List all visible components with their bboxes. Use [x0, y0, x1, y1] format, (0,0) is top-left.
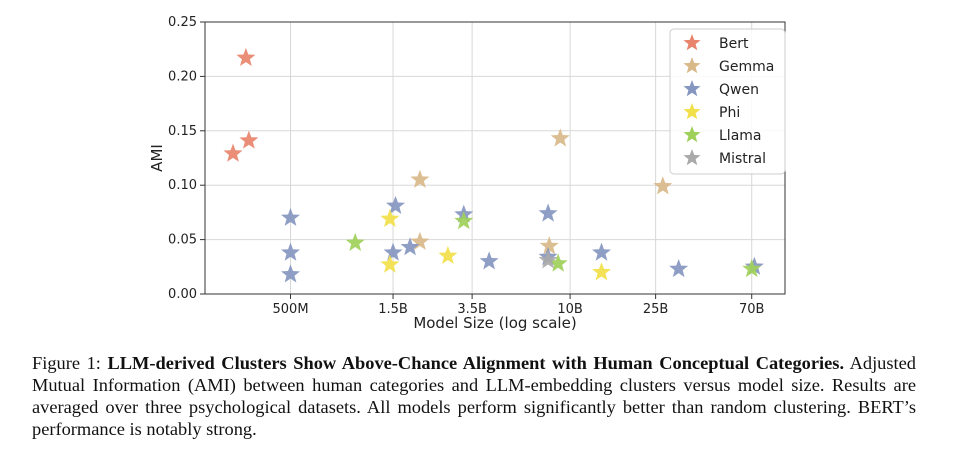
legend-marker-mistral [683, 149, 701, 166]
gemma-point [653, 176, 673, 195]
y-tick-label: 0.00 [168, 287, 197, 302]
qwen-point [592, 242, 612, 261]
qwen-point [281, 242, 301, 261]
y-axis-label: AMI [148, 144, 166, 172]
ami-scatter-chart: 0.00 0.05 0.10 0.15 0.20 0.25 500M 1.5B 3.5B 10B… [148, 15, 786, 332]
y-tick-label: 0.10 [168, 178, 197, 193]
qwen-point [400, 237, 420, 256]
x-tick-label: 10B [557, 302, 582, 317]
qwen-point [385, 195, 406, 214]
x-tick-label: 500M [273, 302, 309, 317]
legend: Bert Gemma Qwen Phi Llama Mistral [669, 28, 786, 175]
legend-marker-llama [683, 126, 701, 143]
phi-point [438, 245, 458, 265]
qwen-point [281, 207, 301, 226]
legend-label-bert: Bert [719, 36, 749, 52]
legend-label-phi: Phi [719, 105, 740, 121]
y-tick-label: 0.25 [168, 15, 197, 30]
caption-prefix: Figure 1: [32, 353, 108, 373]
legend-label-qwen: Qwen [719, 82, 759, 98]
caption-body: Adjusted Mutual Information (AMI) betwee… [32, 353, 917, 439]
gemma-point [539, 236, 559, 255]
caption-title: LLM-derived Clusters Show Above-Chance A… [107, 353, 845, 373]
llama-point [742, 258, 762, 278]
bert-point [239, 130, 259, 149]
qwen-point [538, 203, 558, 222]
qwen-point [383, 242, 403, 261]
legend-marker-qwen [683, 80, 701, 97]
x-tick-label: 25B [643, 302, 668, 317]
qwen-point [669, 258, 689, 278]
x-tick-label: 1.5B [378, 302, 408, 317]
x-axis-ticks: 500M 1.5B 3.5B 10B 25B 70B [273, 294, 764, 317]
llama-point [454, 211, 474, 230]
gemma-point [550, 128, 570, 147]
phi-point [380, 254, 400, 273]
llama-point [548, 253, 568, 272]
legend-marker-bert [683, 34, 701, 51]
legend-marker-gemma [683, 57, 701, 74]
legend-box [669, 28, 786, 175]
llama-point [345, 232, 365, 251]
x-tick-label: 3.5B [457, 302, 487, 317]
legend-marker-phi [683, 103, 701, 120]
y-tick-label: 0.20 [168, 69, 197, 84]
legend-label-mistral: Mistral [719, 151, 766, 167]
figure-caption: Figure 1: LLM-derived Clusters Show Abov… [32, 352, 916, 440]
bert-point [236, 47, 256, 66]
gemma-point [410, 231, 430, 250]
qwen-point [479, 251, 499, 270]
phi-point [380, 208, 400, 228]
data-points [223, 47, 764, 283]
gemma-point [410, 169, 430, 188]
phi-point [592, 262, 612, 281]
qwen-point [281, 264, 301, 283]
y-tick-label: 0.15 [168, 124, 197, 139]
y-axis-ticks: 0.00 0.05 0.10 0.15 0.20 0.25 [168, 15, 205, 302]
legend-label-gemma: Gemma [719, 59, 774, 75]
y-tick-label: 0.05 [168, 233, 197, 248]
x-tick-label: 70B [739, 302, 764, 317]
mistral-point [538, 250, 558, 269]
bert-point [223, 143, 243, 162]
legend-label-llama: Llama [719, 128, 762, 144]
x-axis-label: Model Size (log scale) [413, 314, 576, 332]
